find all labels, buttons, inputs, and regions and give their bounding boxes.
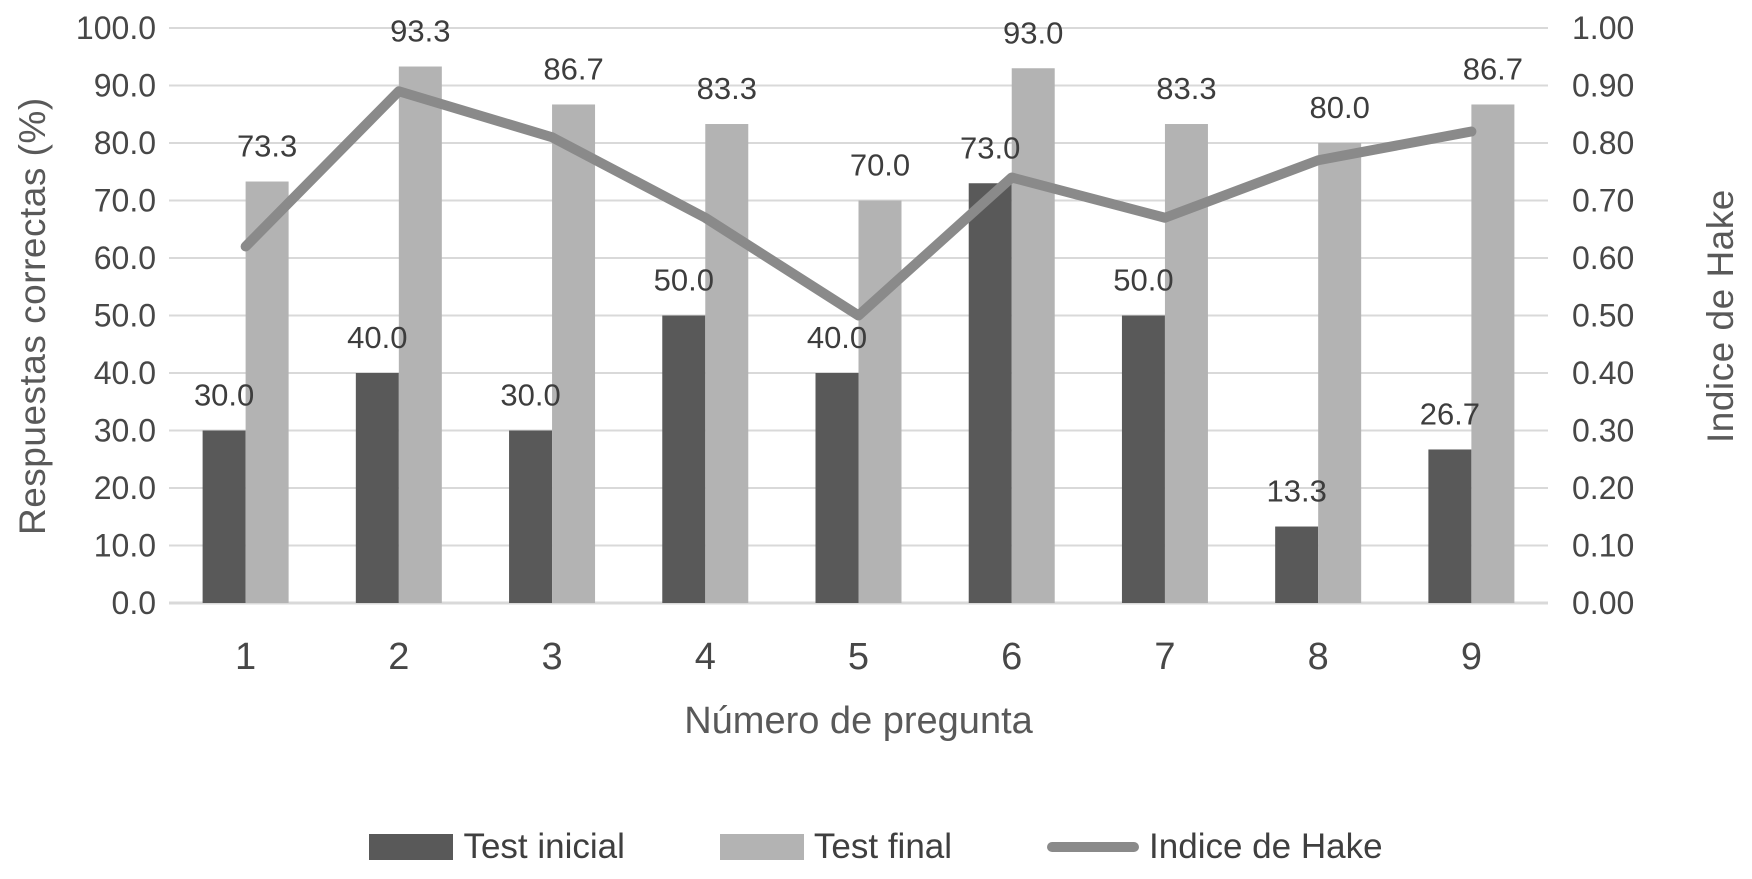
hake-index-line	[240, 86, 1477, 321]
svg-text:26.7: 26.7	[1420, 396, 1480, 431]
svg-text:50.0: 50.0	[1113, 263, 1173, 298]
svg-text:60.0: 60.0	[94, 240, 156, 276]
legend-label-indice-de-hake: Indice de Hake	[1149, 827, 1383, 866]
legend-label-test-inicial: Test inicial	[463, 827, 625, 866]
data-labels-test-inicial: 30.0 40.0 30.0 50.0 40.0 73.0 50.0 13.3 26.7	[194, 130, 1480, 508]
left-axis-title: Respuestas correctas (%)	[12, 97, 53, 536]
svg-text:70.0: 70.0	[850, 148, 910, 183]
svg-text:83.3: 83.3	[1156, 71, 1216, 106]
x-axis-tick-labels: 1 2 3 4 5 6 7 8 9	[235, 636, 1482, 678]
svg-text:73.0: 73.0	[960, 130, 1020, 165]
svg-text:100.0: 100.0	[76, 10, 156, 46]
legend: Test inicial Test final Indice de Hake	[0, 827, 1752, 867]
svg-text:1: 1	[235, 636, 256, 678]
svg-text:9: 9	[1461, 636, 1482, 678]
svg-text:0.0: 0.0	[112, 585, 156, 621]
legend-label-test-final: Test final	[813, 827, 953, 866]
test-inicial-swatch-icon	[369, 834, 454, 860]
svg-text:0.50: 0.50	[1572, 298, 1634, 334]
svg-text:1.00: 1.00	[1572, 10, 1634, 46]
svg-text:3: 3	[541, 636, 562, 678]
svg-text:93.0: 93.0	[1003, 15, 1063, 50]
svg-text:30.0: 30.0	[94, 413, 156, 449]
svg-text:83.3: 83.3	[697, 71, 757, 106]
legend-item-test-inicial: Test inicial	[369, 827, 625, 867]
right-axis-tick-labels: 0.00 0.10 0.20 0.30 0.40 0.50 0.60 0.70 0.80 0.90…	[1572, 10, 1634, 621]
svg-text:70.0: 70.0	[94, 183, 156, 219]
data-labels-test-final: 73.3 93.3 86.7 83.3 70.0 93.0 83.3 80.0 86.7	[237, 14, 1523, 183]
svg-text:10.0: 10.0	[94, 528, 156, 564]
svg-text:0.70: 0.70	[1572, 183, 1634, 219]
bars-test-final	[245, 66, 1515, 604]
hake-line-swatch-icon	[1047, 842, 1140, 852]
svg-text:8: 8	[1308, 636, 1329, 678]
right-axis-title: Indice de Hake	[1700, 189, 1741, 444]
svg-text:90.0: 90.0	[94, 68, 156, 104]
svg-text:80.0: 80.0	[1309, 90, 1369, 125]
svg-text:13.3: 13.3	[1266, 474, 1326, 509]
svg-text:73.3: 73.3	[237, 129, 297, 164]
svg-text:30.0: 30.0	[500, 378, 560, 413]
svg-text:2: 2	[388, 636, 409, 678]
svg-text:80.0: 80.0	[94, 125, 156, 161]
svg-text:0.90: 0.90	[1572, 68, 1634, 104]
svg-text:40.0: 40.0	[94, 355, 156, 391]
svg-text:0.20: 0.20	[1572, 470, 1634, 506]
svg-text:30.0: 30.0	[194, 378, 254, 413]
svg-text:93.3: 93.3	[390, 14, 450, 49]
test-final-swatch-icon	[719, 834, 804, 860]
bars-test-inicial	[202, 183, 1472, 603]
svg-text:0.00: 0.00	[1572, 585, 1634, 621]
svg-text:6: 6	[1001, 636, 1022, 678]
svg-text:86.7: 86.7	[543, 51, 603, 86]
svg-text:0.10: 0.10	[1572, 528, 1634, 564]
svg-text:0.60: 0.60	[1572, 240, 1634, 276]
svg-text:7: 7	[1154, 636, 1175, 678]
left-axis-tick-labels: 0.0 10.0 20.0 30.0 40.0 50.0 60.0 70.0 80.0 90.0 1…	[76, 10, 156, 621]
svg-text:5: 5	[848, 636, 869, 678]
svg-text:40.0: 40.0	[347, 320, 407, 355]
svg-text:40.0: 40.0	[807, 320, 867, 355]
svg-text:0.80: 0.80	[1572, 125, 1634, 161]
legend-item-test-final: Test final	[719, 827, 953, 867]
svg-text:50.0: 50.0	[654, 263, 714, 298]
svg-text:86.7: 86.7	[1463, 51, 1523, 86]
svg-text:0.30: 0.30	[1572, 413, 1634, 449]
legend-item-indice-de-hake: Indice de Hake	[1047, 827, 1383, 867]
svg-text:0.40: 0.40	[1572, 355, 1634, 391]
svg-text:50.0: 50.0	[94, 298, 156, 334]
x-axis-title: Número de pregunta	[684, 700, 1033, 742]
svg-text:4: 4	[695, 636, 716, 678]
svg-text:20.0: 20.0	[94, 470, 156, 506]
